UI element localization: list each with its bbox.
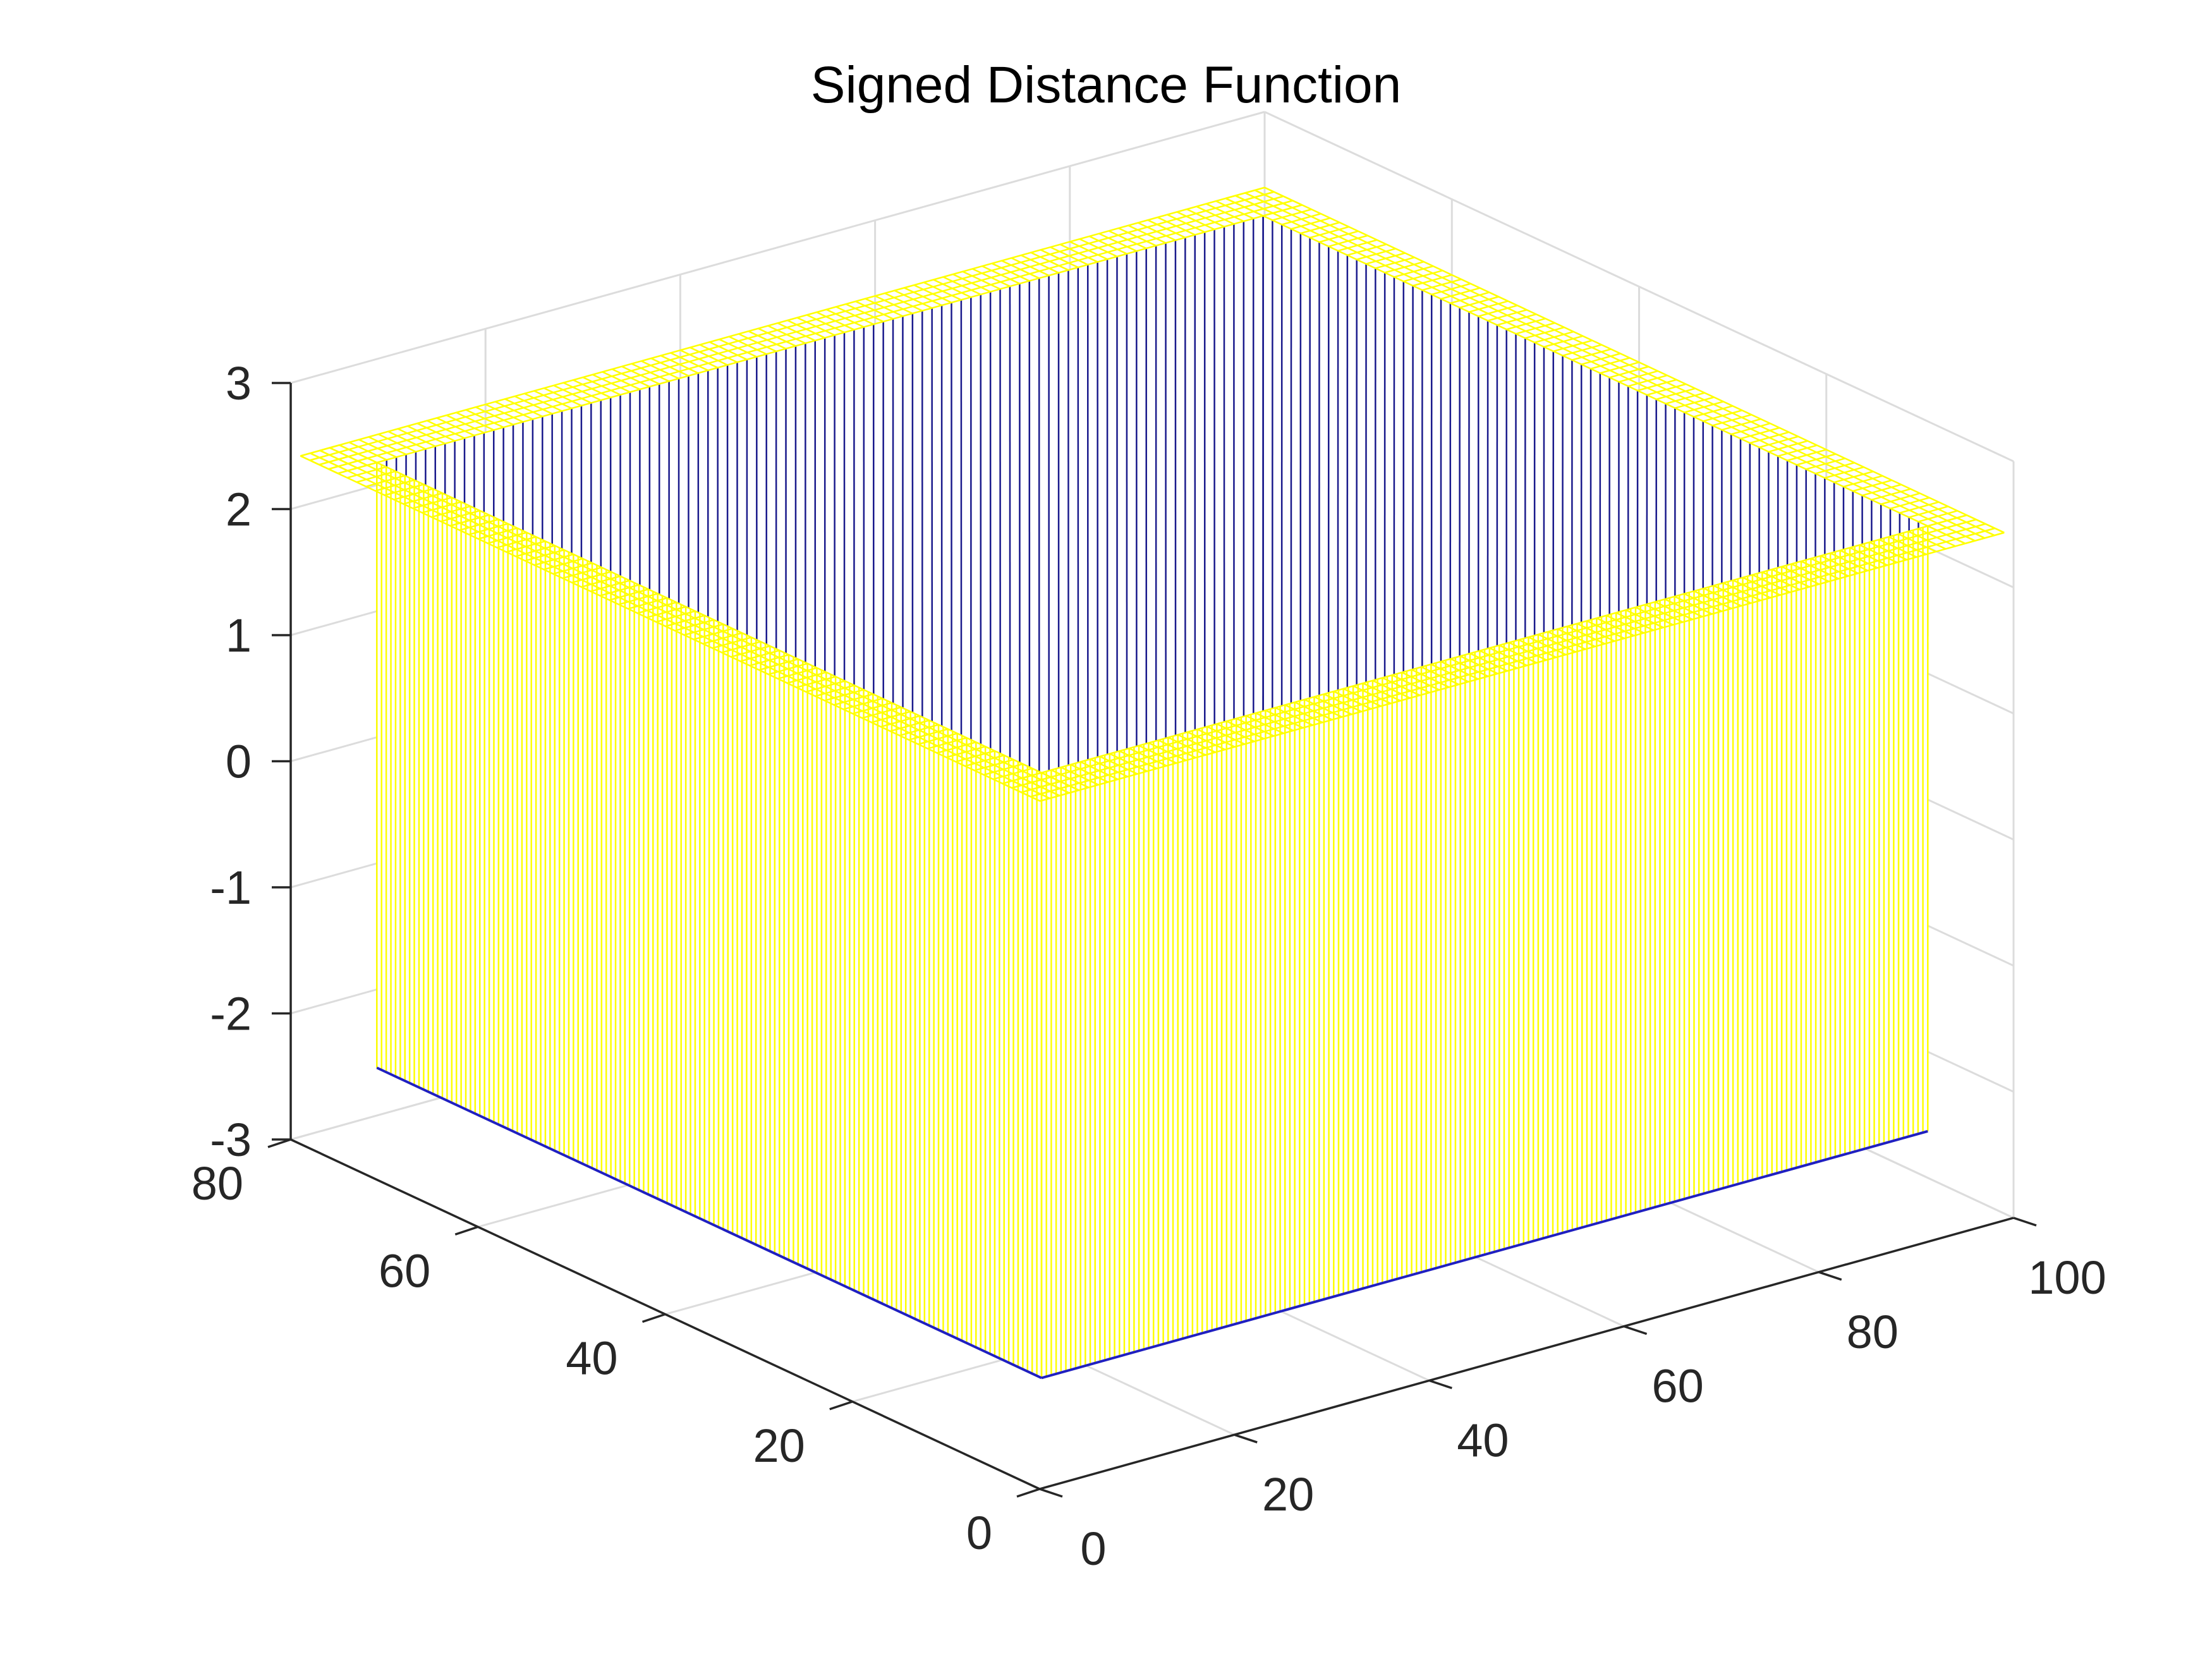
rim-line xyxy=(1040,532,2005,802)
z-tick-label: 1 xyxy=(226,609,252,662)
rim-line xyxy=(1002,514,1967,785)
x-tick-label: 80 xyxy=(1847,1306,1899,1358)
y-tick-mark xyxy=(454,1225,478,1236)
axes xyxy=(267,382,2037,1498)
y-tick-mark xyxy=(829,1401,853,1411)
z-tick-label: 0 xyxy=(226,736,252,788)
rim-line xyxy=(1021,523,1986,793)
x-tick-label: 20 xyxy=(1262,1468,1314,1521)
rim-line xyxy=(339,444,1079,791)
x-tick-mark xyxy=(1039,1488,1063,1498)
y-tick-mark xyxy=(1016,1488,1040,1498)
floor-edge xyxy=(1041,1129,1928,1380)
y-tick-mark xyxy=(267,1138,291,1148)
x-tick-mark xyxy=(1624,1325,1648,1335)
z-tick-label: -2 xyxy=(210,988,252,1040)
grid-line xyxy=(1264,111,2014,463)
grid-line xyxy=(290,111,1265,384)
z-tick-label: -3 xyxy=(210,1114,252,1166)
y-tick-label: 80 xyxy=(191,1157,243,1210)
rim-line xyxy=(300,455,1041,802)
rim-line xyxy=(319,449,1060,797)
floor-edge xyxy=(376,1066,1042,1380)
y-tick-label: 40 xyxy=(566,1332,617,1385)
rim-line xyxy=(1244,192,1985,539)
y-tick-label: 60 xyxy=(379,1244,430,1297)
x-tick-label: 60 xyxy=(1651,1360,1703,1413)
x-tick-mark xyxy=(1234,1433,1258,1443)
x-tick-mark xyxy=(1428,1379,1452,1390)
z-tick-label: 3 xyxy=(226,357,252,410)
rim-line xyxy=(1030,527,1995,798)
rim-line xyxy=(310,452,1050,799)
rim-line xyxy=(300,186,1265,457)
rim-line xyxy=(1011,518,1977,789)
x-tick-label: 40 xyxy=(1457,1414,1509,1466)
x-tick-mark xyxy=(1818,1271,1842,1281)
y-tick-mark xyxy=(641,1313,666,1323)
rim-line xyxy=(309,191,1275,461)
x-axis-line xyxy=(1039,1217,2014,1490)
rim-line xyxy=(1255,189,1995,537)
x-tick-mark xyxy=(2013,1217,2037,1227)
rim-line xyxy=(1225,197,1966,545)
x-tick-label: 0 xyxy=(1080,1522,1106,1575)
rim-line xyxy=(328,200,1293,470)
y-tick-label: 0 xyxy=(966,1507,992,1559)
rim-line xyxy=(1235,195,1976,542)
z-tick-label: -1 xyxy=(210,861,252,914)
surface xyxy=(300,186,2005,1380)
z-tick-label: 2 xyxy=(226,483,252,536)
rim-line xyxy=(319,195,1284,466)
rim-line xyxy=(329,447,1070,794)
rim-line xyxy=(1264,186,2005,533)
x-tick-label: 100 xyxy=(2028,1251,2106,1304)
y-tick-label: 20 xyxy=(753,1419,805,1472)
chart-title: Signed Distance Function xyxy=(810,56,1402,114)
rim-line xyxy=(337,204,1303,475)
